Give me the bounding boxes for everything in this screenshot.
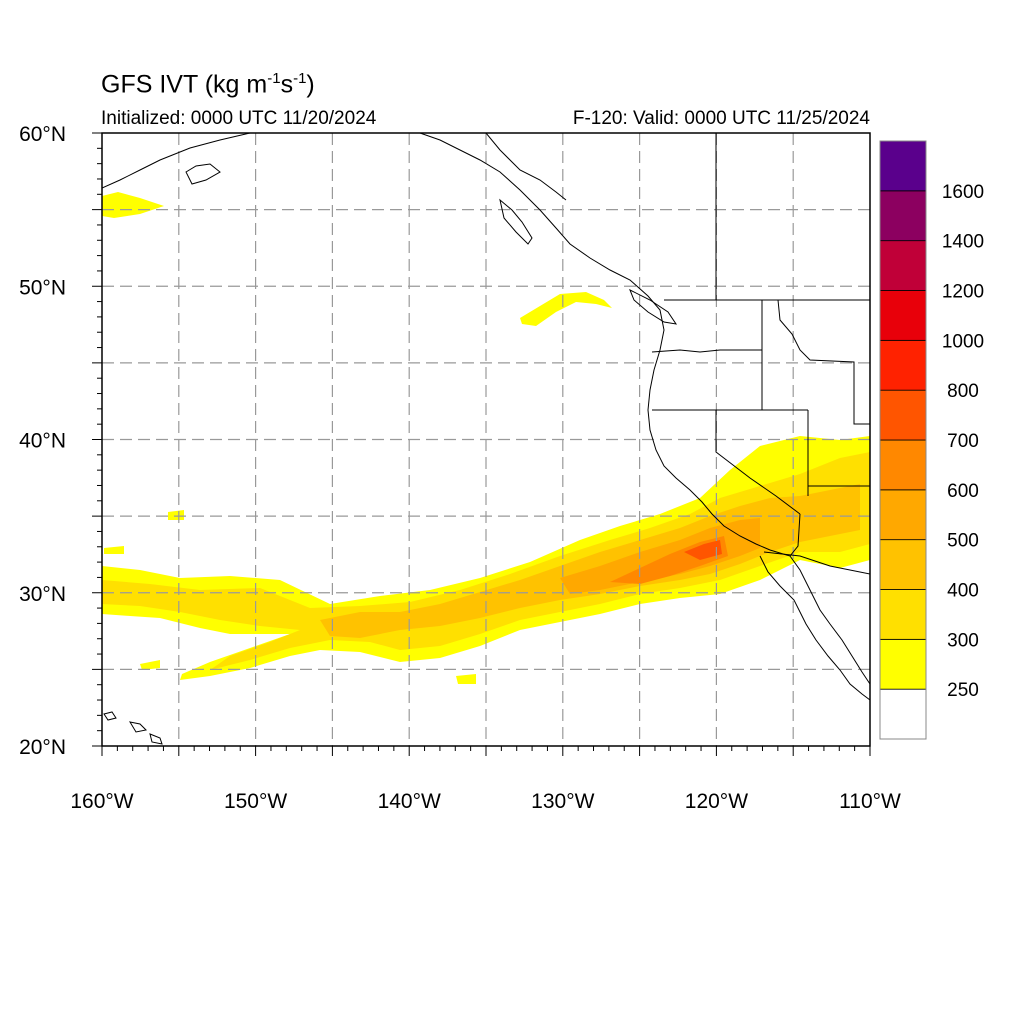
- colorbar-label: 300: [947, 630, 979, 651]
- colorbar-frame: [879, 140, 927, 740]
- colorbar-swatch: [879, 439, 927, 491]
- axis-ticks: [92, 132, 871, 756]
- lat-label: 40°N: [19, 430, 66, 453]
- border-bc-ak: [485, 133, 567, 201]
- colorbar-label: 700: [947, 431, 979, 452]
- ivt-region-250: [104, 546, 124, 554]
- colorbar: 250 300 400 500 600 700 800 1000 1200 1400 1600: [879, 140, 984, 740]
- ivt-region-250: [140, 660, 160, 670]
- colorbar-swatch: [879, 489, 927, 541]
- island-vancouver: [629, 288, 678, 325]
- colorbar-label: 400: [947, 581, 979, 602]
- islands-alaska: [185, 163, 221, 185]
- lon-label: 110°W: [839, 790, 901, 813]
- colorbar-swatch: [879, 140, 927, 192]
- coastlines: [102, 133, 870, 745]
- colorbar-label: 1400: [942, 232, 984, 253]
- map-gridlines: [102, 133, 870, 746]
- colorbar-swatch: [879, 290, 927, 341]
- border-ca-nv: [715, 410, 801, 515]
- ivt-region-250: [102, 192, 164, 218]
- lon-label: 150°W: [224, 790, 287, 813]
- colorbar-label: 1000: [942, 331, 984, 352]
- longitude-labels: 160°W 150°W 140°W 130°W 120°W 110°W: [70, 790, 901, 813]
- initialized-time: Initialized: 0000 UTC 11/20/2024: [101, 108, 377, 129]
- border-mt-id: [777, 299, 870, 425]
- colorbar-swatch: [879, 339, 927, 391]
- lon-label: 120°W: [685, 790, 748, 813]
- lat-label: 30°N: [19, 583, 66, 606]
- colorbar-label: 800: [947, 381, 979, 402]
- ivt-region-300: [102, 452, 870, 670]
- ivt-region-250: [520, 292, 612, 326]
- border-us-mexico: [763, 551, 870, 575]
- colorbar-label: 1600: [942, 182, 984, 203]
- ivt-region-400: [320, 484, 860, 638]
- ivt-region-500: [560, 518, 760, 594]
- ivt-shading: [102, 192, 870, 684]
- lat-label: 20°N: [19, 736, 66, 759]
- lat-label: 60°N: [19, 123, 66, 146]
- colorbar-swatch: [879, 389, 927, 441]
- colorbar-swatch: [879, 638, 927, 690]
- map-title: GFS IVT (kg m-1s-1): [101, 70, 315, 99]
- lon-label: 140°W: [378, 790, 441, 813]
- colorbar-label: 250: [947, 680, 979, 701]
- colorbar-label: 1200: [942, 282, 984, 303]
- lon-label: 160°W: [70, 790, 133, 813]
- border-wa-or: [651, 349, 762, 353]
- valid-time: F-120: Valid: 0000 UTC 11/25/2024: [572, 108, 870, 129]
- coastline-baja: [759, 555, 870, 701]
- colorbar-label: 600: [947, 481, 979, 502]
- ivt-region-250: [168, 510, 184, 520]
- coastline-alaska: [102, 133, 251, 189]
- colorbar-swatch: [879, 240, 927, 291]
- colorbar-swatch: [879, 539, 927, 590]
- latitude-labels: 60°N 50°N 40°N 30°N 20°N: [19, 123, 66, 759]
- ivt-region-700: [684, 540, 722, 560]
- colorbar-swatch: [879, 190, 927, 242]
- ivt-region-250: [456, 674, 476, 684]
- political-borders: [485, 133, 870, 575]
- colorbar-label: 500: [947, 531, 979, 552]
- lon-label: 130°W: [531, 790, 594, 813]
- islands-hawaii: [103, 711, 163, 745]
- colorbar-swatch: [879, 688, 927, 740]
- islands-bc: [499, 198, 533, 245]
- colorbar-swatch: [879, 589, 927, 640]
- lat-label: 50°N: [19, 276, 66, 299]
- border-ca-az: [789, 513, 801, 557]
- coastline-north-america: [419, 133, 870, 685]
